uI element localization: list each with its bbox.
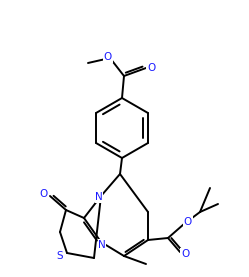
Text: O: O <box>104 52 112 62</box>
Text: O: O <box>147 63 155 73</box>
Text: O: O <box>39 189 47 199</box>
Text: N: N <box>98 240 106 250</box>
Text: N: N <box>95 192 103 202</box>
Text: O: O <box>184 217 192 227</box>
Text: O: O <box>181 249 189 259</box>
Text: S: S <box>57 251 63 261</box>
